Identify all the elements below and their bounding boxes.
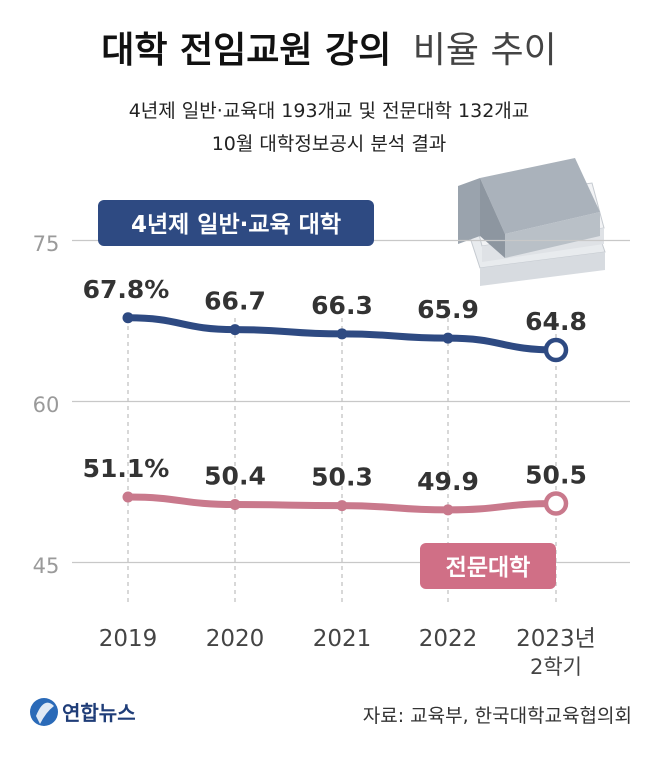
data-point <box>229 324 241 336</box>
y-tick-label: 45 <box>33 554 60 578</box>
data-label: 49.9 <box>417 467 479 496</box>
x-tick-sublabel: 2학기 <box>530 655 582 679</box>
books-illustration <box>458 158 606 286</box>
y-tick-label: 60 <box>33 393 60 417</box>
x-tick-label: 2022 <box>419 626 478 652</box>
data-label: 65.9 <box>417 295 479 324</box>
subtitle-line1: 4년제 일반·교육대 193개교 및 전문대학 132개교 <box>129 100 530 122</box>
x-tick-label: 2021 <box>313 626 372 652</box>
data-point <box>442 504 454 516</box>
data-point <box>336 500 348 512</box>
subtitle-line2: 10월 대학정보공시 분석 결과 <box>212 133 447 155</box>
x-axis: 2019 2020 2021 2022 2023년 2학기 <box>99 626 596 679</box>
series-general: 67.8% 66.7 66.3 65.9 64.8 <box>83 275 587 363</box>
data-point <box>122 312 134 324</box>
data-point <box>229 499 241 511</box>
series-layer: 67.8% 66.7 66.3 65.9 64.8 51.1% 50.4 50.3 49.9 50… <box>83 275 587 516</box>
series-junior: 51.1% 50.4 50.3 49.9 50.5 <box>83 454 587 516</box>
data-label: 64.8 <box>525 307 587 336</box>
y-axis: 75 60 45 <box>33 232 60 578</box>
title-bold: 대학 전임교원 강의 <box>101 30 391 71</box>
x-tick-label: 2019 <box>99 626 158 652</box>
data-label: 50.4 <box>204 462 266 491</box>
data-label: 66.3 <box>311 291 373 320</box>
data-label: 51.1% <box>83 454 170 483</box>
series-label-general: 4년제 일반·교육 대학 <box>98 200 374 246</box>
chart-title: 대학 전임교원 강의 비율 추이 <box>101 30 556 71</box>
series-label-junior: 전문대학 <box>420 543 556 589</box>
data-label: 67.8% <box>83 275 170 304</box>
title-light: 비율 추이 <box>413 30 557 71</box>
data-point <box>543 491 569 516</box>
y-tick-label: 75 <box>33 232 60 256</box>
logo-text: 연합뉴스 <box>62 701 136 725</box>
svg-text:전문대학: 전문대학 <box>446 555 531 581</box>
x-tick-label: 2023년 <box>516 626 596 652</box>
yonhap-logo: 연합뉴스 <box>30 698 136 726</box>
data-point <box>336 328 348 340</box>
x-tick-label: 2020 <box>206 626 265 652</box>
data-point <box>442 332 454 344</box>
data-label: 50.3 <box>311 463 373 492</box>
svg-text:4년제 일반·교육 대학: 4년제 일반·교육 대학 <box>131 212 341 238</box>
data-point <box>122 491 134 503</box>
data-label: 50.5 <box>525 460 587 489</box>
source-text: 자료: 교육부, 한국대학교육협의회 <box>363 705 632 727</box>
data-label: 66.7 <box>204 287 266 316</box>
data-point <box>543 337 569 363</box>
